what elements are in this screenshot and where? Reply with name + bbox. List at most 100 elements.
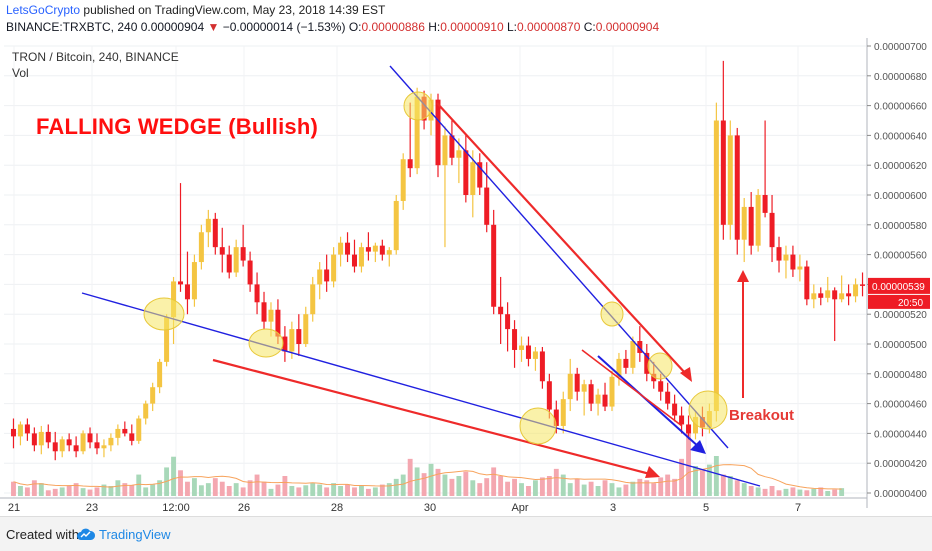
volume-bar: [386, 483, 392, 496]
volume-bar: [198, 485, 204, 496]
candle-up: [115, 428, 121, 438]
high-value: 0.00000910: [440, 20, 504, 34]
candle-up: [150, 387, 156, 404]
candle-down: [407, 159, 413, 169]
volume-bar: [38, 483, 44, 496]
candle-down: [73, 445, 79, 452]
volume-bar: [94, 487, 100, 496]
candle-down: [45, 431, 51, 443]
volume-bar: [73, 483, 79, 496]
candle-up: [393, 200, 399, 251]
breakout-label: Breakout: [729, 407, 795, 424]
volume-bar: [498, 476, 504, 496]
volume-bar: [734, 480, 740, 496]
candle-down: [790, 254, 796, 270]
candle-down: [52, 442, 58, 452]
volume-bar: [470, 480, 476, 496]
volume-bar: [776, 490, 782, 496]
tradingview-brand-link[interactable]: TradingView: [99, 527, 171, 542]
volume-bar: [720, 474, 726, 496]
candle-down: [296, 329, 302, 344]
y-tick-label: 0.00000700: [874, 42, 927, 53]
volume-bar: [414, 467, 420, 496]
candle-up: [783, 254, 789, 261]
volume-bar: [693, 466, 698, 496]
volume-bar: [442, 474, 448, 496]
volume-bar: [52, 488, 58, 496]
candle-down: [463, 150, 469, 195]
candle-up: [198, 232, 204, 263]
volume-bar: [233, 483, 239, 496]
volume-bar: [296, 487, 302, 496]
y-tick-label: 0.00000520: [874, 310, 927, 321]
candle-down: [184, 284, 190, 300]
close-value: 0.00000904: [595, 20, 660, 34]
volume-bar: [748, 486, 754, 496]
y-tick-label: 0.00000400: [874, 489, 927, 500]
volume-bar: [672, 478, 678, 496]
volume-bar: [324, 487, 330, 496]
change-value: −0.00000014 (−1.53%): [222, 20, 346, 34]
volume-bar: [706, 464, 712, 496]
candle-down: [491, 224, 497, 307]
y-tick-label: 0.00000420: [874, 459, 927, 470]
candle-up: [692, 417, 699, 434]
volume-bar: [136, 474, 142, 496]
candle-up: [38, 431, 44, 446]
red-arrow-lower-head: [645, 466, 660, 478]
volume-bar: [18, 486, 23, 496]
volume-bar: [310, 483, 316, 496]
candle-down: [512, 329, 518, 350]
volume-bar: [45, 490, 51, 496]
price-chart[interactable]: 0.00000700 0.00000680 0.00000660 0.00000640…: [0, 38, 932, 516]
y-tick-label: 0.00000580: [874, 221, 927, 232]
volume-bar: [261, 481, 267, 496]
candle-up: [164, 317, 170, 362]
candle-up: [630, 341, 636, 368]
volume-bar: [456, 476, 462, 496]
candle-up: [80, 433, 86, 452]
candle-up: [331, 254, 337, 282]
volume-bar: [150, 484, 156, 496]
candle-down: [129, 433, 135, 441]
candle-down: [351, 254, 357, 267]
author-link[interactable]: LetsGoCrypto: [6, 3, 81, 17]
candle-down: [247, 260, 253, 285]
x-tick-label: 3: [610, 502, 616, 514]
candle-down: [219, 247, 225, 255]
candle-up: [59, 439, 65, 452]
candle-down: [818, 293, 824, 298]
candle-up: [143, 403, 149, 419]
red-arrow-upper-head: [680, 367, 692, 382]
volume-bar: [519, 483, 524, 496]
volume-bar: [727, 476, 733, 496]
candle-down: [87, 433, 93, 443]
open-value: 0.00000886: [361, 20, 425, 34]
volume-bar: [546, 476, 552, 496]
x-tick-label: 12:00: [162, 502, 190, 514]
volume-bar: [11, 481, 16, 496]
candle-down: [240, 247, 246, 261]
volume-bar: [400, 474, 406, 496]
chart-header: LetsGoCrypto published on TradingView.co…: [0, 0, 932, 38]
candle-down: [379, 245, 385, 255]
candle-up: [456, 150, 462, 158]
volume-bar: [268, 488, 274, 496]
candle-down: [345, 242, 351, 255]
volume-bar: [526, 486, 531, 496]
x-tick-label: 5: [703, 502, 709, 514]
volume-bar: [421, 473, 427, 496]
candle-up: [727, 135, 733, 225]
touch-point-highlight: [248, 328, 284, 358]
open-label: O:: [348, 20, 362, 34]
volume-bar: [700, 470, 705, 496]
volume-ma-line: [13, 464, 842, 490]
candle-down: [588, 384, 594, 404]
volume-bar: [797, 489, 803, 496]
y-tick-label: 0.00000640: [874, 131, 927, 142]
candle-down: [525, 345, 531, 359]
candle-up: [338, 242, 344, 255]
volume-bar: [512, 478, 517, 496]
volume-bar: [616, 487, 622, 496]
candle-down: [539, 351, 545, 382]
